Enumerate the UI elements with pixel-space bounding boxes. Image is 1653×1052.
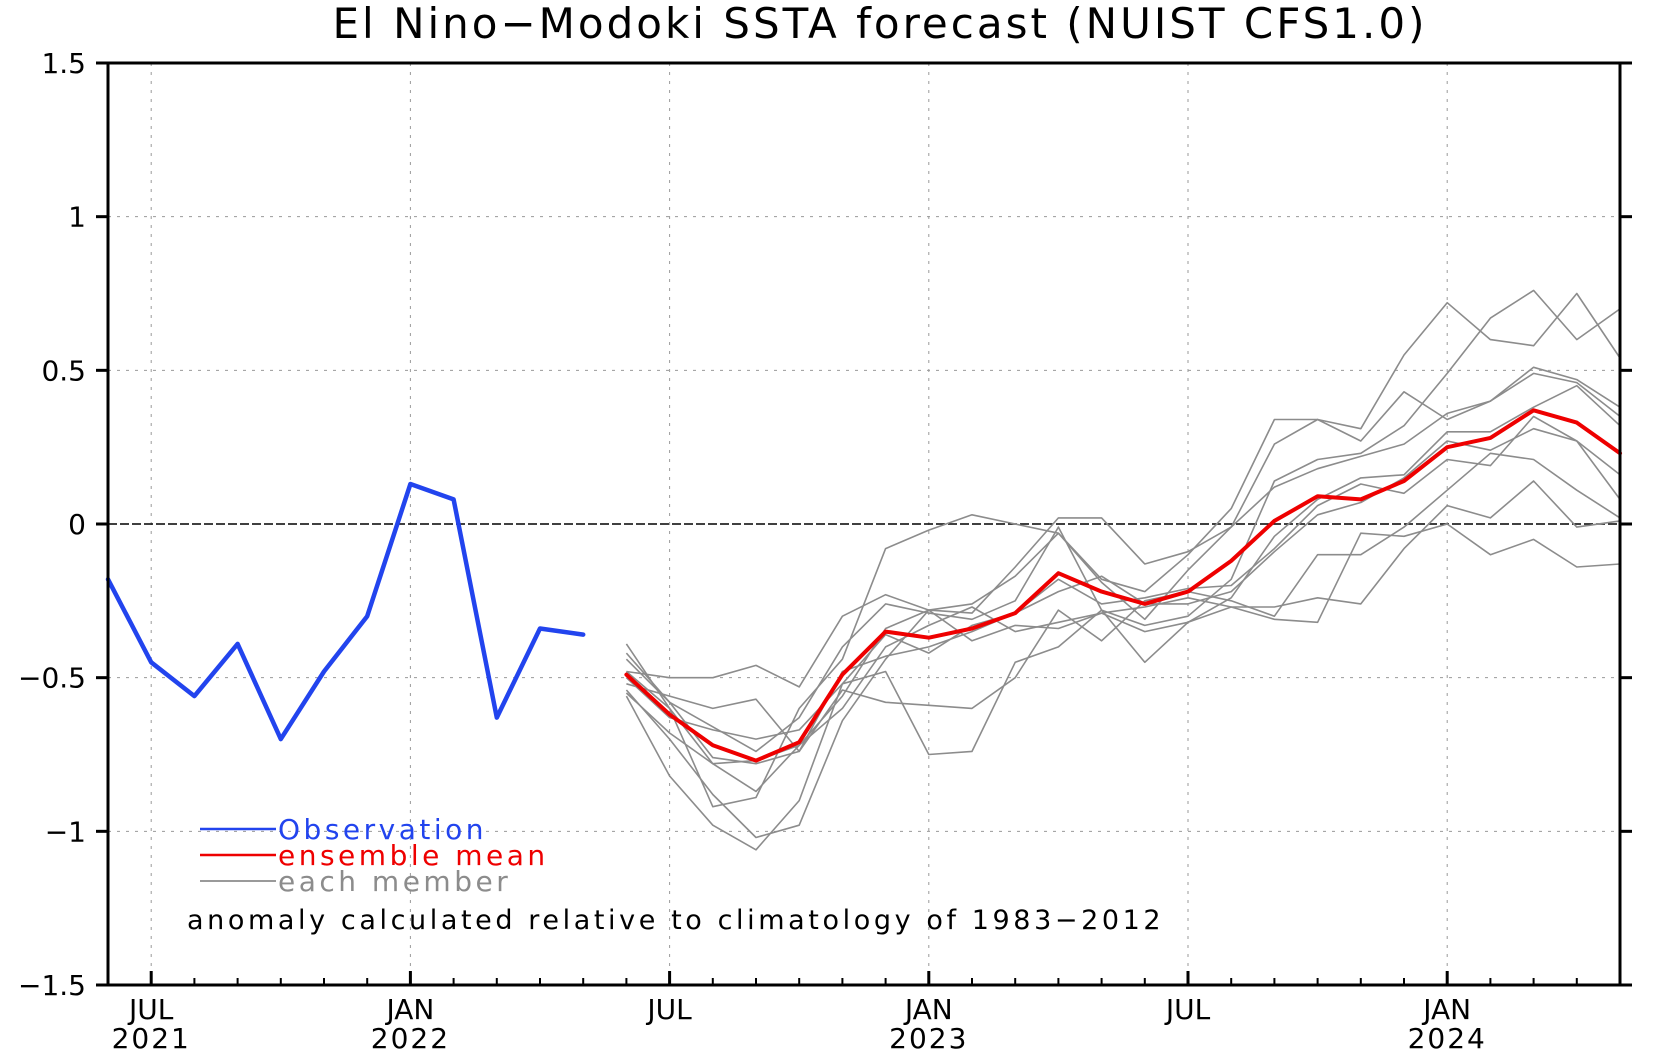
legend-label-member: each member xyxy=(278,865,511,898)
chart-title: El Nino−Modoki SSTA forecast (NUIST CFS1… xyxy=(333,0,1428,48)
member-line xyxy=(625,384,1621,753)
ensemble-mean-line xyxy=(624,408,1622,763)
x-tick-year-label: 2024 xyxy=(1408,1022,1487,1052)
y-tick-label: −1 xyxy=(45,815,86,848)
legend-label-observation: Observation xyxy=(278,813,487,846)
y-tick-label: 0.5 xyxy=(41,354,86,387)
member-series-layer xyxy=(625,289,1621,851)
y-tick-label: −1.5 xyxy=(18,969,86,1002)
y-tick-label: 1 xyxy=(68,201,86,234)
x-tick-month-label: JUL xyxy=(127,993,174,1026)
y-axis: 1.5 1 0.5 0 −0.5 −1 −1.5 xyxy=(18,47,1632,1002)
x-tick-year-label: 2022 xyxy=(371,1022,450,1052)
x-tick-month-label: JUL xyxy=(645,993,692,1026)
member-line xyxy=(625,523,1621,765)
x-tick-month-label: JUL xyxy=(1164,993,1211,1026)
member-line xyxy=(625,480,1621,793)
observation-line xyxy=(105,481,586,742)
x-tick-month-label: JAN xyxy=(384,993,434,1026)
observation-layer xyxy=(105,481,586,742)
y-tick-label: −0.5 xyxy=(18,662,86,695)
y-tick-label: 1.5 xyxy=(41,47,86,80)
member-line xyxy=(625,427,1621,740)
member-line xyxy=(625,289,1621,851)
member-line xyxy=(626,366,1621,688)
member-line xyxy=(626,452,1621,753)
legend-label-ensemble-mean: ensemble mean xyxy=(278,839,549,872)
x-tick-month-label: JAN xyxy=(1421,993,1471,1026)
ensemble-mean-layer xyxy=(624,408,1622,763)
x-tick-year-label: 2023 xyxy=(889,1022,968,1052)
x-tick-month-label: JAN xyxy=(903,993,953,1026)
climatology-note: anomaly calculated relative to climatolo… xyxy=(187,905,1164,936)
y-tick-label: 0 xyxy=(68,508,86,541)
x-tick-year-label: 2021 xyxy=(112,1022,191,1052)
